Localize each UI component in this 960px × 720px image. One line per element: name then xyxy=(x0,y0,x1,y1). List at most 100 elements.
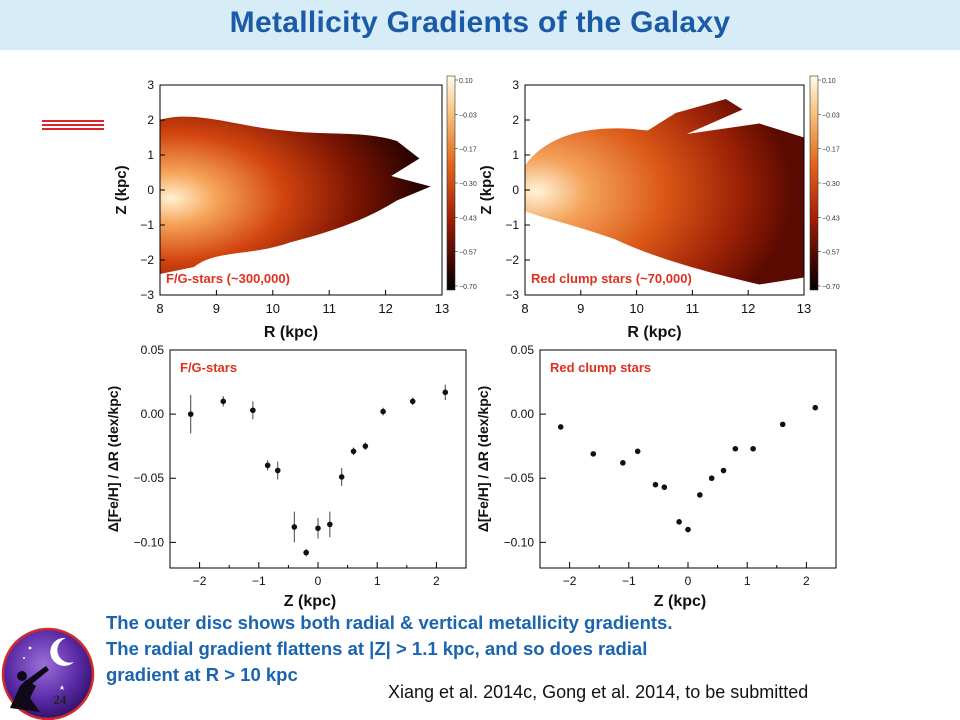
panel-label: Red clump stars (~70,000) xyxy=(531,271,692,286)
x-tick-label: 8 xyxy=(521,301,528,316)
colorbar-tick-label: −0.43 xyxy=(459,215,477,222)
y-axis-label: Δ[Fe/H] / ΔR (dex/kpc) xyxy=(475,386,491,532)
data-point xyxy=(652,481,659,488)
x-axis-label: R (kpc) xyxy=(264,324,318,341)
colorbar-tick-label: −0.70 xyxy=(822,284,840,291)
x-tick-label: 2 xyxy=(433,574,440,588)
y-axis-label: Z (kpc) xyxy=(113,165,130,214)
data-point xyxy=(380,408,386,415)
data-point xyxy=(303,549,309,556)
colorbar-tick-label: −0.30 xyxy=(822,181,840,188)
colorbar-tick-label: −0.57 xyxy=(459,250,477,257)
y-tick-label: −1 xyxy=(505,218,519,232)
metallicity-map xyxy=(160,116,431,274)
data-point xyxy=(676,519,682,525)
data-point xyxy=(779,421,786,428)
data-point xyxy=(557,424,564,430)
data-point xyxy=(720,467,727,474)
data-point xyxy=(661,484,668,491)
caption-line: The outer disc shows both radial & verti… xyxy=(106,612,673,633)
data-point xyxy=(697,492,703,498)
y-tick-label: 1 xyxy=(512,148,519,162)
x-tick-label: 0 xyxy=(685,574,692,588)
x-tick-label: 11 xyxy=(322,301,336,316)
panel-label: F/G-stars xyxy=(180,360,237,375)
page-number: 24 xyxy=(54,692,68,707)
x-tick-label: 10 xyxy=(266,301,280,316)
x-tick-label: −2 xyxy=(193,574,207,588)
x-tick-label: 12 xyxy=(378,301,392,316)
data-point xyxy=(442,389,449,396)
x-axis-label: Z (kpc) xyxy=(284,593,336,610)
x-tick-label: −1 xyxy=(252,574,266,588)
y-tick-label: −0.10 xyxy=(504,535,535,549)
y-tick-label: −0.10 xyxy=(134,535,165,549)
x-tick-label: 13 xyxy=(435,301,449,316)
y-tick-label: 1 xyxy=(147,148,154,162)
y-tick-label: −2 xyxy=(140,253,154,267)
x-tick-label: 12 xyxy=(741,301,755,316)
colorbar-tick-label: −0.03 xyxy=(459,112,477,119)
y-tick-label: 0.00 xyxy=(511,407,535,421)
data-point xyxy=(350,448,357,455)
colorbar-tick-label: −0.30 xyxy=(459,181,477,188)
x-tick-label: 10 xyxy=(629,301,643,316)
data-point xyxy=(620,460,626,466)
data-point xyxy=(634,448,641,455)
title-bar xyxy=(0,0,960,50)
y-tick-label: −0.05 xyxy=(504,471,535,485)
data-point xyxy=(315,525,321,532)
colorbar-tick-label: −0.17 xyxy=(822,147,840,154)
caption: The outer disc shows both radial & verti… xyxy=(106,610,866,688)
gradient-panel-2: −2 −1 0 1 2 0.05 0.00 −0.05 −0.10 Z (kpc) Δ[Fe/H] … xyxy=(475,343,837,610)
colorbar-tick-label: −0.17 xyxy=(459,147,477,154)
plot-frame xyxy=(539,349,837,569)
colorbar-tick-label: −0.57 xyxy=(822,250,840,257)
colorbar-tick-label: 0.10 xyxy=(459,78,473,85)
x-tick-label: 0 xyxy=(315,574,322,588)
data-point xyxy=(685,526,691,533)
y-tick-label: −2 xyxy=(505,253,519,267)
panel-label: Red clump stars xyxy=(550,360,651,375)
x-tick-label: 8 xyxy=(156,301,163,316)
data-point xyxy=(220,398,227,405)
data-point xyxy=(264,462,271,469)
data-point xyxy=(362,443,369,449)
data-point xyxy=(732,445,739,452)
data-point xyxy=(250,407,256,414)
data-point xyxy=(327,521,333,528)
colorbar-tick-label: −0.03 xyxy=(822,112,840,119)
decorative-rule xyxy=(42,120,104,130)
y-axis-label: Z (kpc) xyxy=(478,165,495,214)
data-point xyxy=(750,445,756,452)
y-tick-label: −3 xyxy=(140,288,154,302)
colorbar-tick-label: −0.43 xyxy=(822,215,840,222)
x-axis-label: R (kpc) xyxy=(627,324,681,341)
data-point xyxy=(812,404,819,411)
y-tick-label: 0.05 xyxy=(511,343,535,357)
y-tick-label: 0 xyxy=(147,183,154,197)
data-point xyxy=(708,475,715,482)
x-tick-label: 1 xyxy=(374,574,381,588)
gradient-panel-1: −2 −1 0 1 2 0.05 0.00 −0.05 −0.10 Z (kpc) Δ[Fe/H] … xyxy=(105,343,467,610)
colorbar-tick-label: −0.70 xyxy=(459,284,477,291)
y-tick-label: −3 xyxy=(505,288,519,302)
data-point xyxy=(187,411,194,417)
astronomy-logo-icon: 24 xyxy=(1,627,95,720)
data-point xyxy=(274,467,281,474)
x-axis-label: Z (kpc) xyxy=(654,593,706,610)
panel-label: F/G-stars (~300,000) xyxy=(166,271,290,286)
data-point xyxy=(409,398,416,405)
caption-line: gradient at R > 10 kpc xyxy=(106,664,298,685)
data-point xyxy=(338,474,345,480)
x-tick-label: 13 xyxy=(797,301,811,316)
y-tick-label: 0 xyxy=(512,183,519,197)
metallicity-map xyxy=(525,99,804,285)
y-tick-label: 3 xyxy=(512,78,519,92)
citation: Xiang et al. 2014c, Gong et al. 2014, to… xyxy=(388,682,809,702)
x-tick-label: 9 xyxy=(577,301,584,316)
data-point xyxy=(590,451,597,457)
